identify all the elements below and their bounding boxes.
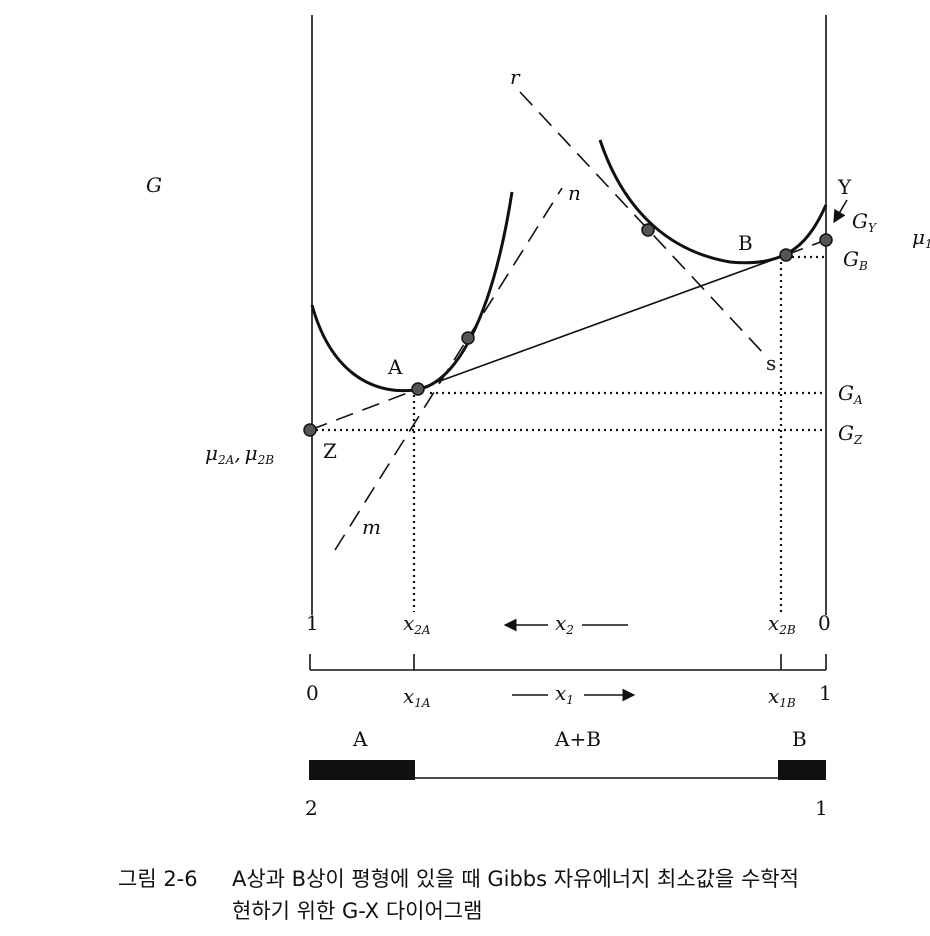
level-label: GY <box>852 209 877 235</box>
level-label: μ1 <box>912 225 930 251</box>
caption: A상과 B상이 평형에 있을 때 Gibbs 자유에너지 최소값을 수학적 <box>232 867 799 891</box>
point-a <box>411 382 425 396</box>
tick-label: 1 <box>819 681 832 705</box>
label: r <box>510 65 521 89</box>
tick-label: x2B <box>768 611 796 637</box>
label: n <box>568 181 581 205</box>
tangent-rs <box>519 91 766 356</box>
caption-number: 그림 2-6 <box>118 867 198 891</box>
label: m <box>362 515 381 539</box>
axis-label: x1 <box>555 681 574 707</box>
level-label: GA <box>838 381 863 407</box>
label: A <box>387 355 403 379</box>
common-tangent <box>417 254 787 390</box>
tick-label: 0 <box>818 611 831 635</box>
arrow <box>833 199 848 224</box>
curve-a <box>310 191 514 393</box>
phase-bar <box>309 760 415 780</box>
tick-label: 0 <box>306 681 319 705</box>
curve-b <box>598 139 828 265</box>
tick-label: x1A <box>403 684 431 710</box>
axis-label: x2 <box>555 611 574 637</box>
label: Z <box>323 439 337 463</box>
axis-label: G <box>146 173 162 197</box>
caption: 현하기 위한 G-X 다이어그램 <box>232 899 482 923</box>
phase-end: 1 <box>815 796 828 820</box>
level-label: μ2A, μ2B <box>205 441 274 467</box>
tangent-ext <box>785 239 827 256</box>
point-z <box>303 423 317 437</box>
label: s <box>766 351 776 375</box>
tangent-mn <box>334 187 563 551</box>
tick-label: x1B <box>768 684 796 710</box>
phase-bar <box>778 760 826 780</box>
label: Y <box>837 175 852 199</box>
tangent-ext <box>309 388 419 431</box>
phase-label: A+B <box>554 727 601 751</box>
tick-label: 1 <box>306 611 319 635</box>
phase-label: A <box>352 727 368 751</box>
point-y <box>819 233 833 247</box>
level-label: GB <box>843 247 868 273</box>
level-label: GZ <box>838 421 863 447</box>
point <box>641 223 655 237</box>
tick-label: x2A <box>403 611 431 637</box>
point <box>461 331 475 345</box>
phase-label: B <box>792 727 807 751</box>
phase-end: 2 <box>305 796 318 820</box>
label: B <box>738 231 753 255</box>
point-b <box>779 248 793 262</box>
